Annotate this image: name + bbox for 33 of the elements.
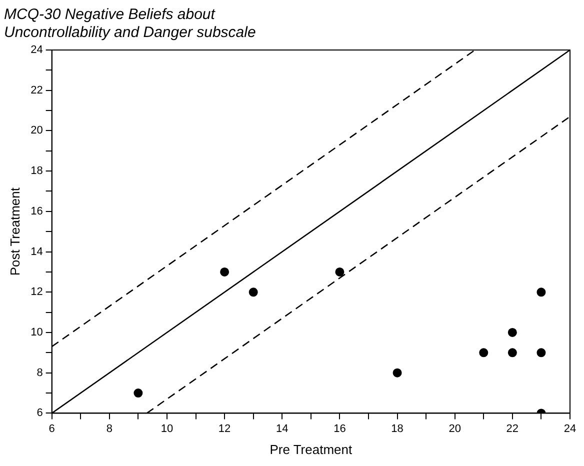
point [508, 328, 517, 337]
y-tick-label: 14 [30, 246, 43, 258]
x-tick-label: 14 [276, 422, 288, 435]
point [134, 388, 143, 398]
x-axis-title: Pre Treatment [270, 442, 352, 457]
point [479, 348, 488, 358]
point [536, 288, 546, 297]
y-tick-label: 24 [30, 44, 43, 56]
point [536, 348, 546, 358]
x-tick-label: 8 [106, 422, 112, 435]
y-tick-label: 18 [30, 165, 43, 178]
point [220, 267, 230, 276]
x-tick-label: 6 [48, 422, 55, 435]
point [508, 348, 517, 358]
x-tick-label: 22 [506, 422, 519, 435]
point [335, 267, 344, 276]
point [392, 368, 402, 378]
y-tick-label: 20 [30, 124, 43, 137]
x-tick-label: 12 [218, 422, 231, 435]
x-tick-label: 10 [160, 422, 174, 435]
x-tick-label: 16 [334, 422, 346, 435]
chart-title: MCQ-30 Negative Beliefs about Uncontrollability and Danger subscale [4, 6, 256, 42]
y-tick-label: 16 [30, 205, 43, 218]
y-tick-label: 10 [30, 326, 43, 339]
y-tick-label: 12 [30, 286, 43, 298]
x-tick-label: 20 [448, 422, 461, 435]
y-tick-label: 22 [30, 84, 43, 96]
y-tick-label: 6 [36, 407, 43, 420]
point [248, 288, 258, 297]
x-tick-label: 18 [391, 422, 404, 435]
y-axis-title: Post Treatment [7, 187, 22, 276]
y-tick-label: 8 [36, 366, 43, 379]
x-tick-label: 24 [564, 422, 576, 435]
